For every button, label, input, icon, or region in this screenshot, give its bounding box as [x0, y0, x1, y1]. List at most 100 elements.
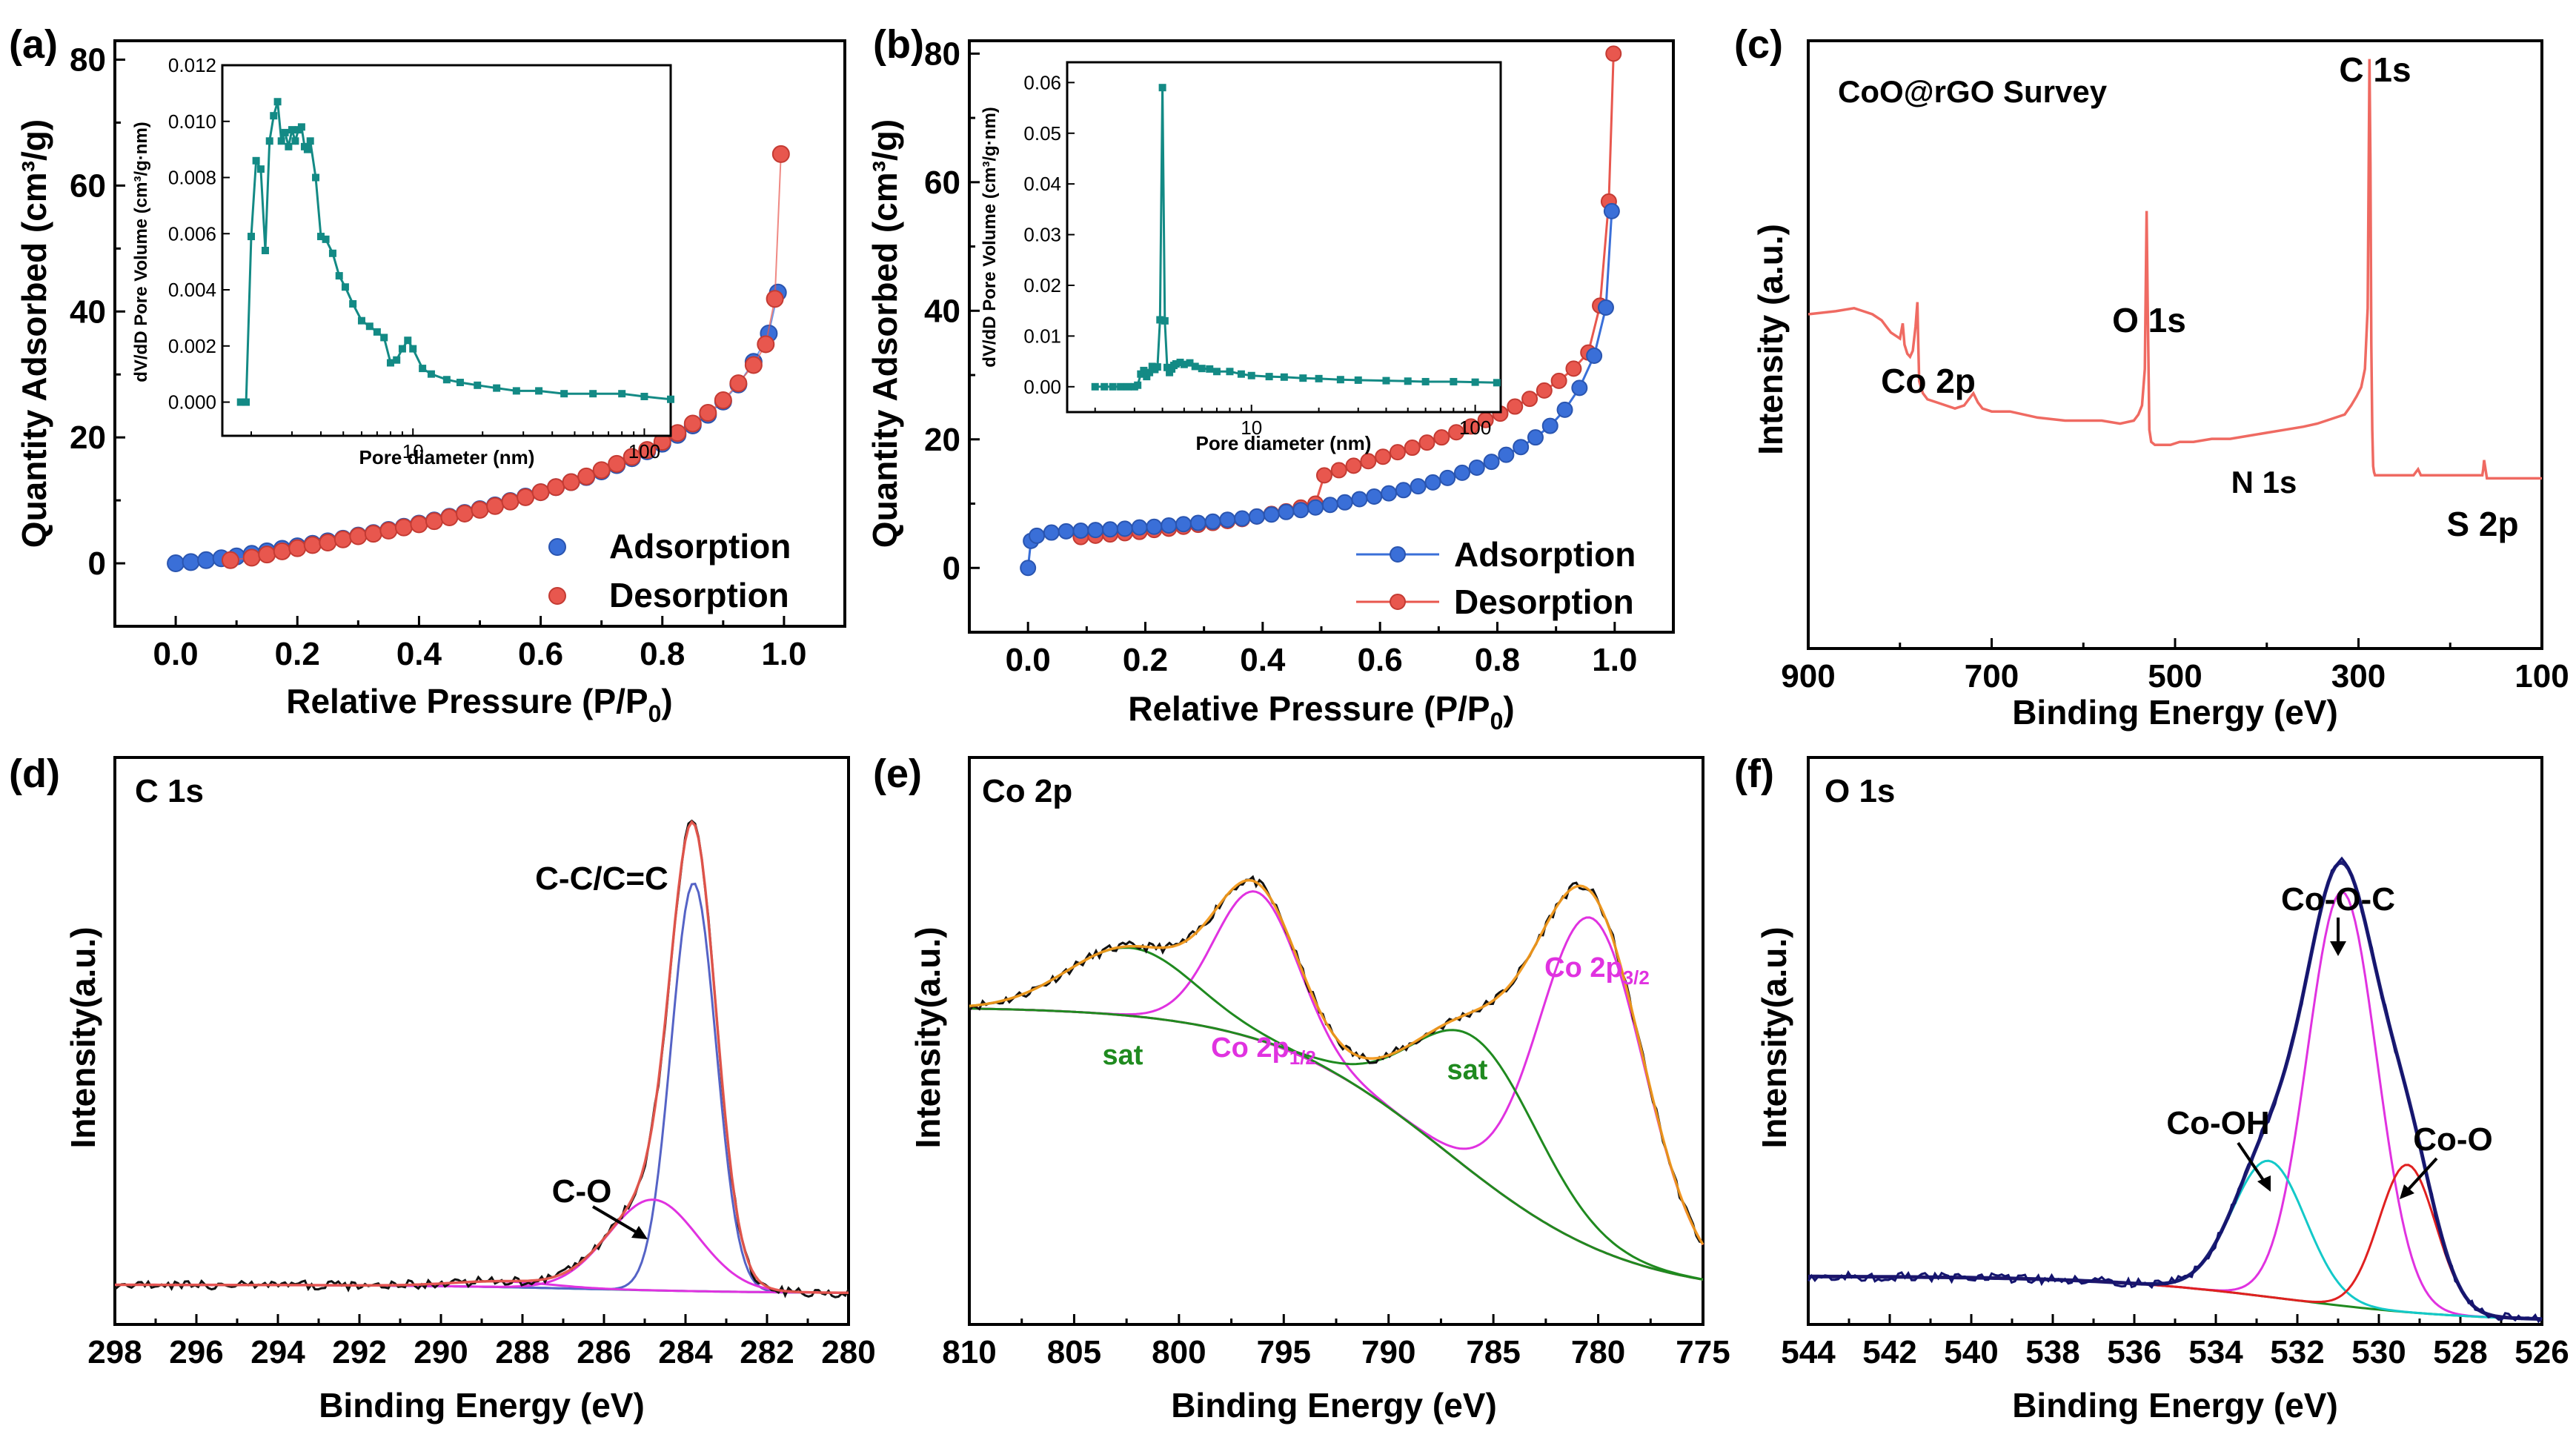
panel-d-xtick-label-1: 296: [169, 1334, 223, 1370]
panel-b-inset-point-41: [1450, 377, 1458, 385]
panel-e-xtick-label-0: 810: [942, 1334, 996, 1370]
panel-a-desorption-point-26: [623, 448, 641, 466]
panel-c-annotation-s2p: S 2p: [2446, 505, 2518, 543]
panel-a-xtick-label-1: 0.2: [275, 636, 320, 672]
panel-b-inset-ytick-label-2: 0.02: [1023, 274, 1061, 296]
panel-b-inset-point-39: [1404, 377, 1412, 385]
panel-c-annotation-co2p: Co 2p: [1881, 362, 1976, 400]
panel-a-inset-point-46: [640, 392, 648, 400]
panel-e-co2p12-sub: 1/2: [1289, 1047, 1316, 1069]
panel-a-inset-point-40: [493, 384, 501, 392]
panel-b-inset-point-23: [1180, 360, 1188, 368]
panel-a-inset-point-32: [398, 345, 406, 353]
panel-f-coo-arrowhead: [2400, 1184, 2414, 1199]
panel-a-desorption-point-12: [410, 515, 428, 534]
panel-b-adsorption-point-31: [1454, 464, 1470, 481]
panel-b-xtick-label-5: 1.0: [1592, 642, 1637, 678]
panel-a-ytick-label-2: 40: [70, 293, 106, 330]
panel-a-inset-ytick-label-1: 0.002: [168, 335, 216, 357]
panel-f-xtick-label-2: 540: [1944, 1334, 1998, 1370]
panel-a-ytick-label-1: 20: [70, 419, 106, 456]
panel-e-xlabel: Binding Energy (eV): [1171, 1386, 1497, 1425]
panel-a-inset-point-34: [409, 345, 417, 353]
panel-b-adsorption-point-32: [1468, 459, 1485, 476]
panel-a-inset-ytick-label-6: 0.012: [168, 54, 216, 76]
panel-b-inset-point-3: [1117, 382, 1125, 391]
panel-b-xtick-label-0: 0.0: [1006, 642, 1051, 678]
panel-a-inset-xlabel: Pore diameter (nm): [359, 446, 535, 468]
panel-a-ytick-label-4: 80: [70, 42, 106, 78]
panel-a-desorption-point-14: [440, 508, 459, 527]
panel-a-inset-xtick-label-1: 100: [628, 440, 660, 462]
panel-d-peak-1: [115, 1198, 849, 1294]
panel-e-xtick-label-3: 795: [1257, 1334, 1311, 1370]
panel-a-inset-point-33: [404, 336, 412, 345]
panel-f-xtick-label-1: 542: [1862, 1334, 1916, 1370]
panel-a-desorption-point-0: [221, 551, 239, 569]
panel-e-xtick-label-6: 780: [1571, 1334, 1625, 1370]
panel-b-desorption-point-27: [1462, 418, 1479, 435]
panel-a-desorption-point-17: [486, 497, 505, 515]
panel-e-xtick-label-7: 775: [1676, 1334, 1730, 1370]
panel-a-desorption-point-2: [258, 545, 276, 564]
panel-b-adsorption-point-2: [1029, 527, 1046, 544]
panel-a-inset-point-11: [285, 142, 293, 150]
panel-b-desorption-point-34: [1565, 360, 1582, 377]
panel-b-inset-point-38: [1382, 377, 1390, 385]
panel-a-inset-ytick-label-2: 0.004: [168, 279, 216, 301]
panel-b-inset-point-6: [1134, 381, 1142, 389]
panel-a-xlabel-main: Relative Pressure (P/P: [286, 682, 648, 720]
panel-b-inset-point-1: [1101, 382, 1109, 391]
panel-b-desorption-point-19: [1345, 457, 1362, 474]
panel-a-inset-point-22: [328, 249, 336, 257]
panel-f-ylabel: Intensity(a.u.): [1755, 926, 1793, 1148]
panel-b: 0.0 0.2 0.4 0.6 0.8 1.0 0 20 40 60 80 Quantity Ads…: [866, 36, 1675, 734]
panel-f-annotation-coo-c: Co-O-C: [2281, 881, 2395, 918]
panel-b-inset-point-30: [1237, 370, 1245, 378]
panel-b-adsorption-point-9: [1131, 519, 1148, 536]
panel-a-desorption-point-34: [744, 356, 763, 374]
panel-a-inset-point-31: [393, 356, 401, 364]
panel-a-xlabel-sub: 0: [648, 700, 662, 727]
panel-e-ylabel: Intensity(a.u.): [909, 926, 947, 1148]
panel-a-inset-point-1: [242, 398, 250, 406]
panel-b-adsorption-point-39: [1571, 379, 1588, 397]
panel-a-desorption-point-37: [771, 145, 790, 163]
panel-b-inset-point-34: [1299, 374, 1307, 382]
panel-e-peak-2: [969, 946, 1704, 1281]
panel-a-ylabel: Quantity Adsorbed (cm³/g): [15, 119, 53, 548]
panel-a-inset-point-47: [667, 395, 674, 403]
panel-c-title: CoO@rGO Survey: [1838, 74, 2108, 109]
panel-b-desorption-point-17: [1315, 467, 1332, 484]
panel-a-inset-point-36: [427, 370, 435, 378]
panel-b-adsorption-point-19: [1278, 503, 1295, 520]
panel-d-xtick-label-4: 290: [414, 1334, 468, 1370]
panel-b-inset-xlabel: Pore diameter (nm): [1196, 432, 1372, 454]
panel-a-inset-point-35: [419, 365, 427, 373]
panel-a-inset-point-8: [273, 98, 282, 106]
panel-f-cooh-arrowhead: [2257, 1175, 2271, 1192]
panel-a-inset-point-5: [261, 247, 269, 254]
panel-c-survey-line: [1807, 59, 2542, 480]
panel-b-adsorption-point-13: [1189, 514, 1206, 531]
panel-b-adsorption-point-29: [1424, 474, 1441, 491]
panel-b-inset-point-28: [1212, 368, 1221, 376]
panel-c-xtick-label-1: 700: [1965, 658, 2019, 694]
panel-label-b: (b): [873, 22, 924, 67]
panel-b-inset-point-32: [1265, 373, 1273, 381]
panel-label-e: (e): [873, 752, 922, 796]
panel-a-desorption-point-5: [303, 536, 322, 554]
panel-b-adsorption-point-17: [1248, 508, 1265, 525]
panel-a-inset-point-4: [256, 165, 265, 173]
panel-d-xtick-label-5: 288: [495, 1334, 549, 1370]
panel-b-inset-point-10: [1146, 368, 1154, 377]
panel-a-adsorption-point-1: [182, 553, 200, 571]
panel-f: 544 542 540 538 536 534 532 530 528 526 O 1s Inte…: [1755, 756, 2569, 1425]
panel-b-inset-point-33: [1280, 373, 1288, 381]
panel-b-adsorption-point-22: [1321, 497, 1338, 514]
panel-a-inset-point-37: [442, 376, 451, 384]
panel-b-inset-point-31: [1247, 371, 1255, 379]
panel-b-adsorption-point-21: [1307, 499, 1324, 516]
panel-a-inset-point-24: [341, 283, 349, 291]
panel-c-xtick-label-0: 900: [1781, 658, 1835, 694]
